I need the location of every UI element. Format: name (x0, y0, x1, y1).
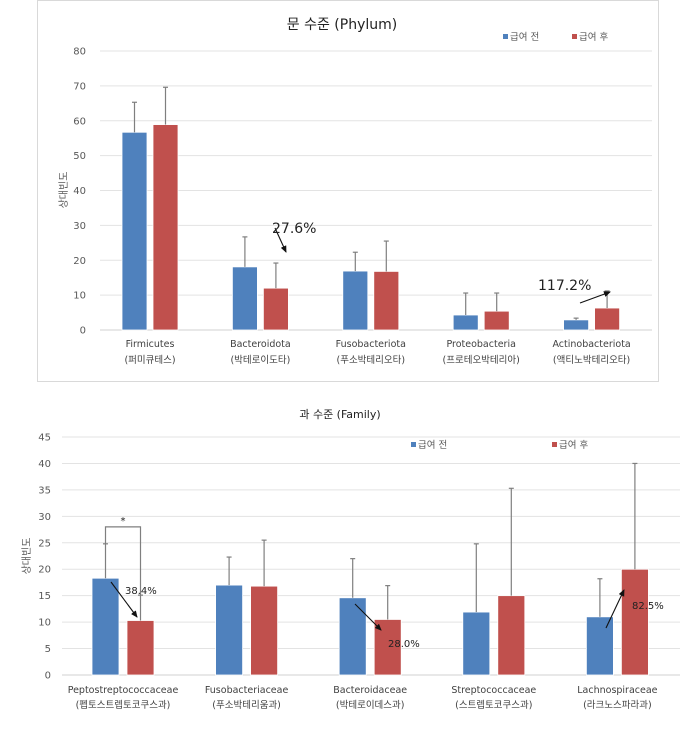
y-tick-label: 30 (38, 512, 51, 523)
y-tick-label: 40 (73, 186, 86, 197)
y-tick-label: 45 (38, 433, 51, 444)
significance-bracket (104, 526, 142, 596)
y-tick-label: 10 (73, 291, 86, 302)
change-percent-label: 82.5% (632, 601, 664, 612)
change-percent-label: 38.4% (125, 586, 157, 597)
change-percent-label: 27.6% (272, 221, 316, 237)
y-tick-label: 0 (80, 326, 86, 337)
bar (91, 577, 120, 676)
bar (373, 271, 400, 331)
phylum-chart-frame (37, 0, 659, 382)
bar (594, 307, 620, 331)
y-tick-label: 70 (73, 81, 86, 92)
bar (621, 568, 649, 676)
bar (497, 595, 526, 676)
x-category-korean-label: (프로테오박테리아) (443, 355, 520, 366)
x-category-korean-label: (박테로이도타) (230, 355, 290, 366)
bar (338, 597, 367, 676)
x-category-korean-label: (박테로이데스과) (336, 700, 405, 711)
x-category-label: Peptostreptococcaceae (68, 685, 179, 696)
bar (250, 585, 279, 676)
y-tick-label: 0 (45, 671, 51, 682)
phylum-chart: 문 수준 (Phylum) 0 10 20 30 40 50 60 70 80 상대빈도 급여 전 급여… (58, 17, 652, 366)
x-category-label: Streptococcaceae (451, 685, 536, 696)
family-chart: 과 수준 (Family) 0 5 10 15 20 25 30 35 40 45 상대빈도 급여 전 급… (21, 408, 680, 711)
change-arrow (579, 291, 611, 304)
x-category-label: Bacteroidota (230, 339, 291, 350)
x-category-korean-label: (라크노스파라과) (583, 700, 652, 711)
change-arrow (110, 581, 138, 618)
legend-label: 급여 전 (510, 31, 539, 43)
y-tick-label: 50 (73, 151, 86, 162)
bar (483, 310, 510, 331)
change-percent-label: 28.0% (388, 639, 420, 650)
y-tick-label: 80 (73, 47, 86, 58)
bar (152, 124, 179, 331)
bar (452, 314, 479, 331)
y-tick-label: 15 (38, 591, 51, 602)
y-tick-label: 10 (38, 618, 51, 629)
x-category-label: Bacteroidaceae (333, 685, 407, 696)
x-category-korean-label: (스트렙토코쿠스과) (455, 699, 532, 711)
x-category-korean-label: (펩토스트렙토코쿠스과) (76, 699, 171, 711)
y-axis-label: 상대빈도 (58, 172, 70, 209)
bar (586, 616, 614, 676)
y-tick-label: 30 (73, 221, 86, 232)
legend-label: 급여 전 (418, 439, 447, 451)
legend-swatch (572, 34, 577, 39)
x-category-label: Firmicutes (126, 339, 175, 350)
y-tick-label: 5 (45, 644, 51, 655)
x-category-korean-label: (푸소박테리오타) (337, 355, 406, 366)
x-category-korean-label: (퍼미큐테스) (124, 355, 175, 366)
legend-swatch (503, 34, 508, 39)
x-category-label: Proteobacteria (446, 339, 515, 350)
legend-label: 급여 후 (579, 31, 608, 43)
legend-swatch (411, 442, 416, 447)
y-tick-label: 60 (73, 116, 86, 127)
bar (231, 266, 258, 331)
bar (126, 620, 155, 676)
phylum-chart-title: 문 수준 (Phylum) (287, 17, 397, 33)
bar (262, 287, 289, 331)
bar (342, 270, 369, 331)
y-tick-label: 20 (38, 565, 51, 576)
significance-marker: * (121, 516, 126, 527)
x-category-korean-label: (액티노박테리오타) (553, 354, 630, 366)
change-arrow (354, 603, 382, 631)
x-category-label: Fusobacteriota (336, 339, 406, 350)
y-tick-label: 35 (38, 485, 51, 496)
legend-label: 급여 후 (559, 439, 588, 451)
bar (462, 611, 491, 676)
change-arrow (605, 589, 625, 629)
y-tick-label: 20 (73, 256, 86, 267)
bar (215, 584, 244, 676)
change-arrow (274, 227, 287, 253)
x-category-korean-label: (푸소박테리움과) (212, 700, 281, 711)
x-category-label: Fusobacteriaceae (205, 685, 289, 696)
x-category-label: Actinobacteriota (552, 339, 630, 350)
y-tick-label: 25 (38, 538, 51, 549)
y-axis-label: 상대빈도 (21, 538, 33, 575)
bar (563, 319, 589, 331)
x-category-label: Lachnospiraceae (577, 685, 657, 696)
bar (121, 131, 148, 331)
legend-swatch (552, 442, 557, 447)
change-percent-label: 117.2% (538, 278, 591, 294)
y-tick-label: 40 (38, 459, 51, 470)
family-chart-title: 과 수준 (Family) (299, 408, 380, 421)
